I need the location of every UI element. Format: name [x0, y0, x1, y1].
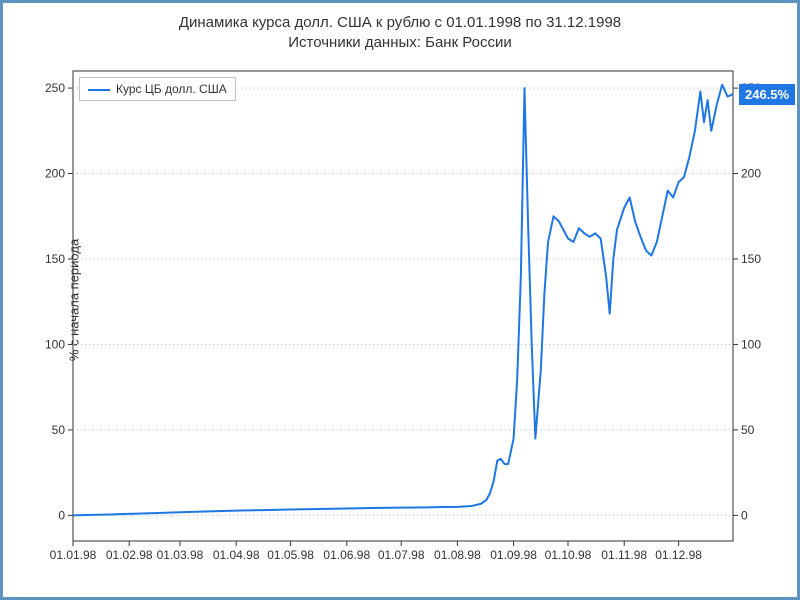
xtick-label: 01.04.98	[213, 548, 260, 562]
legend-label: Курс ЦБ долл. США	[116, 82, 227, 96]
ytick-label: 0	[58, 508, 65, 522]
xtick-label: 01.02.98	[106, 548, 153, 562]
plot-border	[73, 71, 733, 541]
ytick-label-right: 100	[741, 337, 761, 351]
ytick-label-right: 50	[741, 423, 755, 437]
legend-swatch	[88, 89, 110, 91]
xtick-label: 01.07.98	[378, 548, 425, 562]
legend: Курс ЦБ долл. США	[79, 77, 236, 101]
xtick-label: 01.05.98	[267, 548, 314, 562]
xtick-label: 01.10.98	[545, 548, 592, 562]
chart-frame: Динамика курса долл. США к рублю с 01.01…	[0, 0, 800, 600]
series-line	[73, 85, 733, 516]
ytick-label-right: 200	[741, 167, 761, 181]
ytick-label-right: 150	[741, 252, 761, 266]
value-callout: 246.5%	[739, 84, 795, 105]
ytick-label: 100	[45, 337, 65, 351]
xtick-label: 01.08.98	[434, 548, 481, 562]
xtick-label: 01.03.98	[157, 548, 204, 562]
callout-value: 246.5%	[745, 87, 789, 102]
ytick-label: 50	[52, 423, 66, 437]
xtick-label: 01.06.98	[323, 548, 370, 562]
ytick-label: 250	[45, 81, 65, 95]
xtick-label: 01.11.98	[601, 548, 647, 562]
xtick-label: 01.09.98	[490, 548, 537, 562]
xtick-label: 01.01.98	[50, 548, 97, 562]
ytick-label: 200	[45, 167, 65, 181]
xtick-label: 01.12.98	[655, 548, 702, 562]
ytick-label-right: 0	[741, 508, 748, 522]
ytick-label: 150	[45, 252, 65, 266]
